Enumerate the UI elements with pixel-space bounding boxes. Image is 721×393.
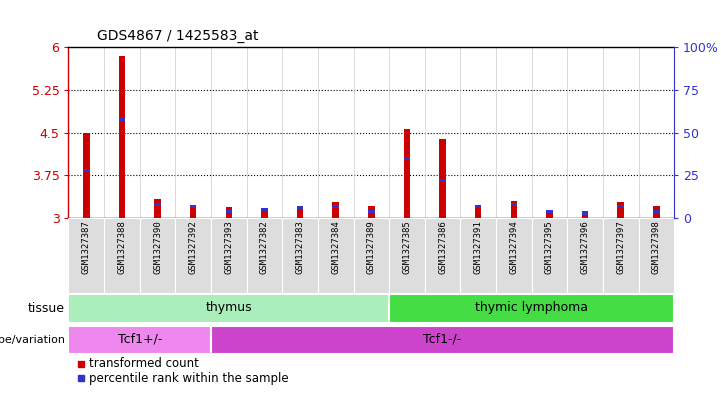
Bar <box>603 218 639 293</box>
Bar <box>226 207 232 218</box>
Bar <box>104 218 140 293</box>
Bar <box>332 205 339 208</box>
Text: GSM1327395: GSM1327395 <box>545 220 554 274</box>
Text: GDS4867 / 1425583_at: GDS4867 / 1425583_at <box>97 29 259 43</box>
Text: transformed count: transformed count <box>89 357 198 370</box>
Bar <box>439 140 446 218</box>
Bar <box>83 169 89 172</box>
Bar <box>261 208 267 211</box>
Bar <box>68 218 104 293</box>
Bar <box>639 218 674 293</box>
Bar <box>475 206 482 218</box>
Bar <box>389 218 425 293</box>
Bar <box>617 202 624 218</box>
Bar <box>510 203 517 206</box>
Text: Tcf1+/-: Tcf1+/- <box>118 333 162 346</box>
Text: genotype/variation: genotype/variation <box>0 335 65 345</box>
Bar <box>425 218 461 293</box>
Text: GSM1327390: GSM1327390 <box>153 220 162 274</box>
Bar <box>282 218 318 293</box>
Bar <box>119 56 125 218</box>
Bar <box>211 218 247 293</box>
Bar <box>68 326 211 354</box>
Bar <box>617 205 624 208</box>
Text: GSM1327393: GSM1327393 <box>224 220 234 274</box>
Bar <box>547 210 553 213</box>
Bar <box>211 326 674 354</box>
Text: thymus: thymus <box>205 301 252 314</box>
Text: GSM1327384: GSM1327384 <box>331 220 340 274</box>
Text: GSM1327388: GSM1327388 <box>118 220 126 274</box>
Bar <box>190 206 196 218</box>
Bar <box>297 206 304 218</box>
Bar <box>510 201 517 218</box>
Bar <box>119 118 125 121</box>
Bar <box>475 205 482 208</box>
Bar <box>404 157 410 160</box>
Text: GSM1327391: GSM1327391 <box>474 220 482 274</box>
Text: GSM1327382: GSM1327382 <box>260 220 269 274</box>
Bar <box>368 206 374 218</box>
Bar <box>404 129 410 218</box>
Text: GSM1327385: GSM1327385 <box>402 220 412 274</box>
Text: percentile rank within the sample: percentile rank within the sample <box>89 372 288 385</box>
Bar <box>368 210 374 213</box>
Text: GSM1327387: GSM1327387 <box>81 220 91 274</box>
Bar <box>531 218 567 293</box>
Text: GSM1327397: GSM1327397 <box>616 220 625 274</box>
Bar <box>154 199 161 218</box>
Bar <box>297 206 304 209</box>
Text: GSM1327398: GSM1327398 <box>652 220 661 274</box>
Text: GSM1327396: GSM1327396 <box>580 220 590 274</box>
Bar <box>461 218 496 293</box>
Bar <box>332 202 339 218</box>
Bar <box>496 218 531 293</box>
Bar <box>154 203 161 206</box>
Bar <box>653 210 660 213</box>
Bar <box>567 218 603 293</box>
Bar <box>582 211 588 218</box>
Bar <box>261 208 267 218</box>
Bar <box>653 206 660 218</box>
Text: GSM1327394: GSM1327394 <box>509 220 518 274</box>
Bar <box>318 218 353 293</box>
Bar <box>83 133 89 218</box>
Bar <box>439 179 446 182</box>
Bar <box>68 294 389 323</box>
Bar <box>389 294 674 323</box>
Bar <box>140 218 175 293</box>
Text: tissue: tissue <box>28 302 65 315</box>
Bar <box>547 211 553 218</box>
Text: GSM1327389: GSM1327389 <box>367 220 376 274</box>
Bar <box>582 211 588 215</box>
Bar <box>226 210 232 213</box>
Text: GSM1327383: GSM1327383 <box>296 220 304 274</box>
Text: Tcf1-/-: Tcf1-/- <box>423 333 461 346</box>
Bar <box>175 218 211 293</box>
Bar <box>353 218 389 293</box>
Text: thymic lymphoma: thymic lymphoma <box>475 301 588 314</box>
Text: GSM1327392: GSM1327392 <box>189 220 198 274</box>
Text: GSM1327386: GSM1327386 <box>438 220 447 274</box>
Bar <box>190 205 196 208</box>
Bar <box>247 218 282 293</box>
